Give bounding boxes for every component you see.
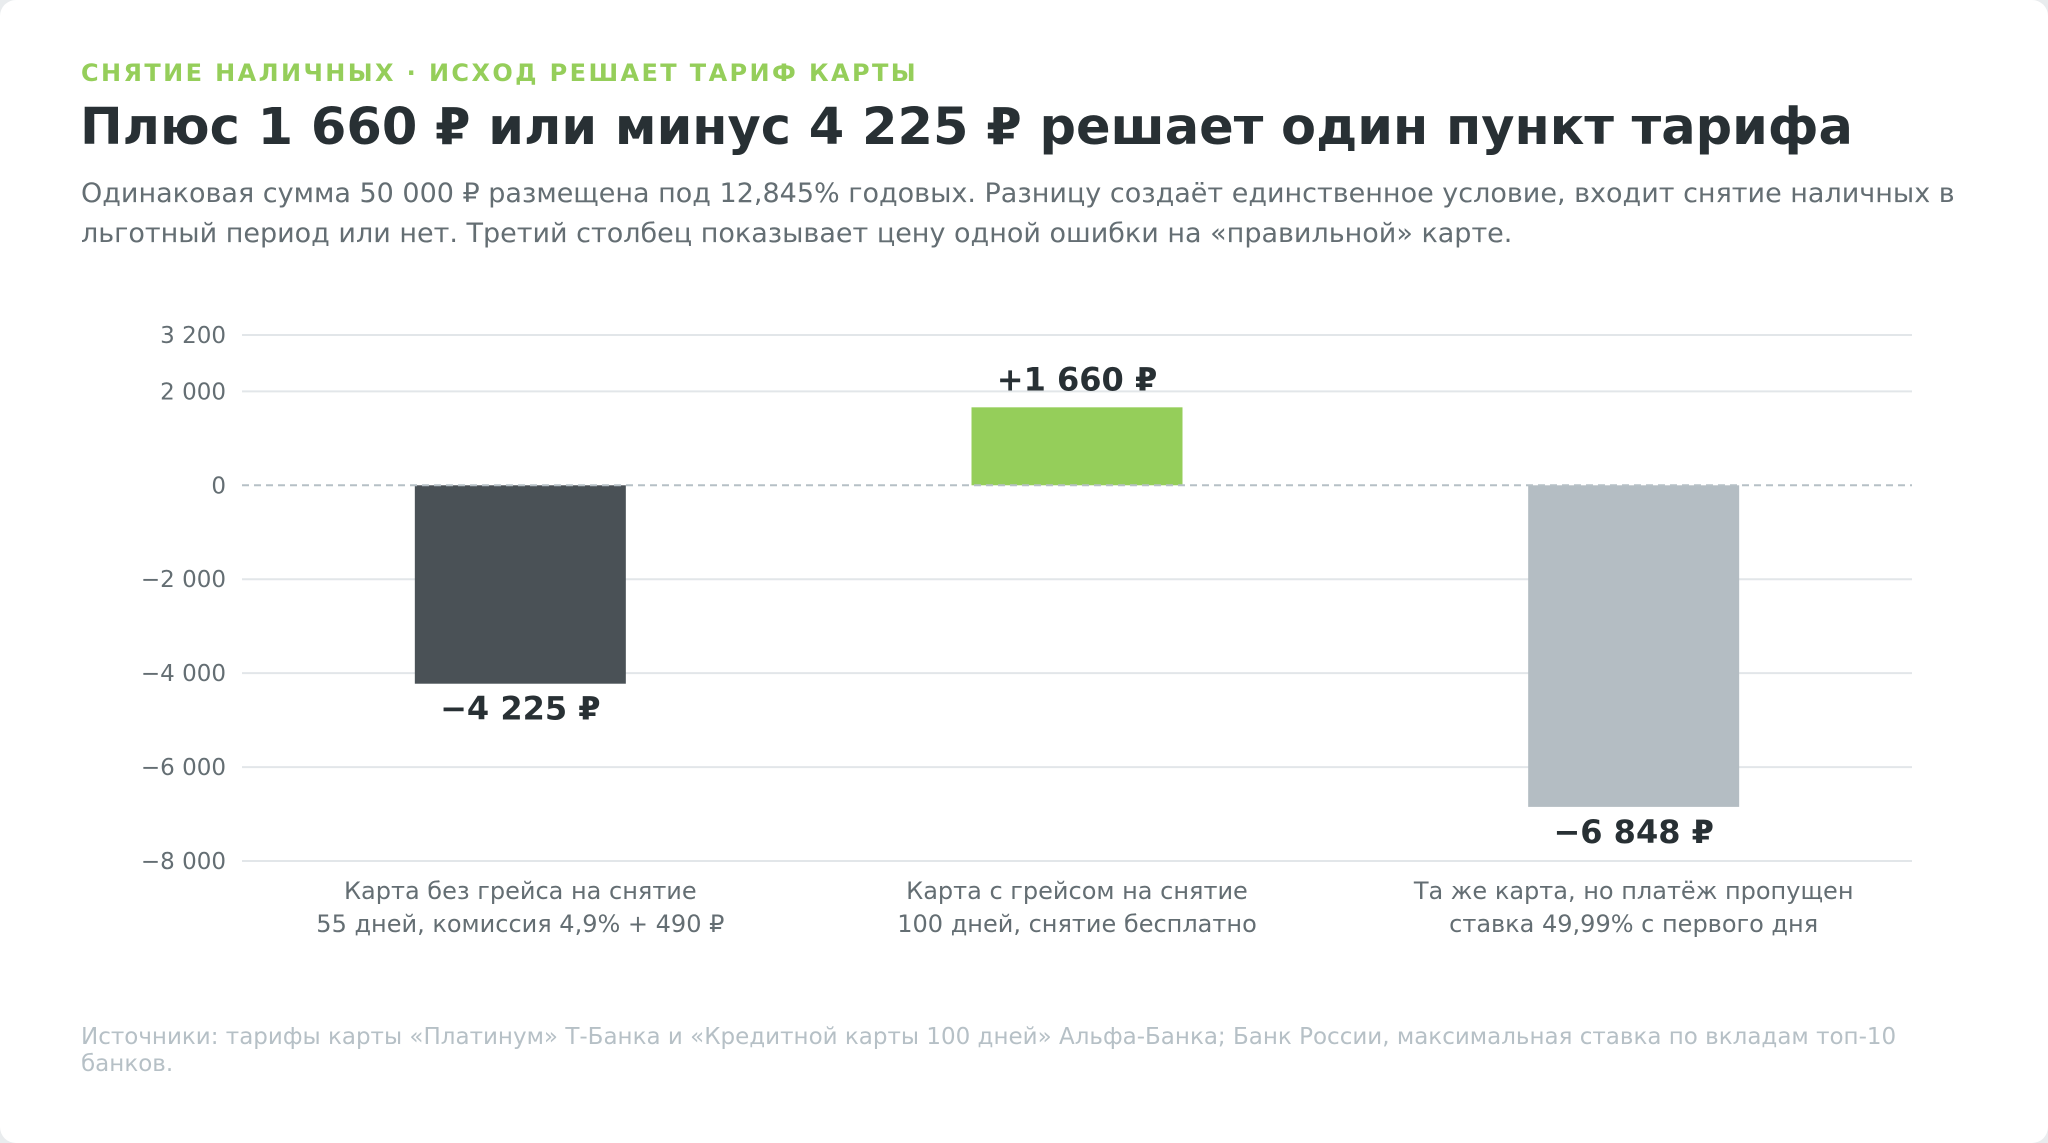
y-tick-label: 0 xyxy=(211,473,226,499)
bar xyxy=(1528,485,1740,807)
y-tick-label: −6 000 xyxy=(141,755,226,781)
category-label: Та же карта, но платёж пропущен xyxy=(1413,877,1854,905)
category-labels: Карта без грейса на снятие 55 дней, комис… xyxy=(316,877,1853,938)
bar-value-label: +1 660 ₽ xyxy=(997,360,1157,398)
bar xyxy=(414,485,626,684)
chart-subtitle: Одинаковая сумма 50 000 ₽ размещена под … xyxy=(81,178,1955,249)
bar xyxy=(971,407,1183,486)
category-label: ставка 49,99% с первого дня xyxy=(1449,910,1818,938)
category-label: 55 дней, комиссия 4,9% + 490 ₽ xyxy=(316,910,724,938)
value-labels: −4 225 ₽ +1 660 ₽ −6 848 ₽ xyxy=(440,360,1714,851)
category-label: Карта с грейсом на снятие xyxy=(906,877,1248,905)
category-label: Карта без грейса на снятие xyxy=(344,877,697,905)
chart-source: Источники: тарифы карты «Платинум» Т-Бан… xyxy=(81,1024,1897,1077)
bar-value-label: −6 848 ₽ xyxy=(1553,813,1713,851)
y-tick-label: −2 000 xyxy=(141,567,226,593)
category-label: 100 дней, снятие бесплатно xyxy=(897,910,1257,938)
y-tick-label: −8 000 xyxy=(141,849,226,875)
y-tick-label: 2 000 xyxy=(160,379,226,405)
y-tick-label: −4 000 xyxy=(141,661,226,687)
chart-kicker: СНЯТИЕ НАЛИЧНЫХ · ИСХОД РЕШАЕТ ТАРИФ КАР… xyxy=(81,59,919,87)
bar-value-label: −4 225 ₽ xyxy=(440,690,600,728)
chart-title: Плюс 1 660 ₽ или минус 4 225 ₽ решает од… xyxy=(80,98,1853,157)
y-axis-ticks: 3 200 2 000 0 −2 000 −4 000 −6 000 −8 000 xyxy=(141,323,226,875)
bars xyxy=(414,407,1740,807)
y-tick-label: 3 200 xyxy=(160,323,226,349)
